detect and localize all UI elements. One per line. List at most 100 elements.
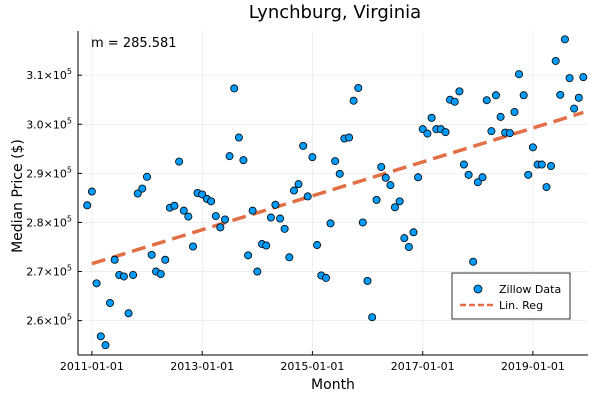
data-point (372, 195, 381, 204)
data-point (189, 242, 198, 251)
data-point (368, 313, 377, 322)
data-point (211, 212, 220, 221)
data-point (253, 267, 262, 276)
data-point (285, 253, 294, 262)
data-point (92, 279, 101, 288)
x-tick-label: 2011-01-01 (60, 360, 124, 373)
slope-annotation: m = 285.581 (91, 36, 177, 51)
data-point (455, 87, 464, 96)
data-point (381, 173, 390, 182)
data-point (105, 298, 114, 307)
data-point (400, 234, 409, 243)
data-point (239, 156, 248, 165)
legend-label-linreg: Lin. Reg (499, 299, 543, 312)
data-point (147, 250, 156, 259)
axes: 2011-01-01 2013-01-01 2015-01-01 2017-01-01… (26, 31, 588, 373)
data-point (478, 173, 487, 182)
y-tick-label: 3.1×105 (26, 67, 72, 82)
data-point (579, 73, 588, 82)
data-point (87, 187, 96, 196)
data-point (556, 90, 565, 99)
data-point (124, 309, 133, 318)
data-point (363, 276, 372, 285)
y-tick-label: 3.0×105 (26, 116, 72, 131)
data-point (303, 192, 312, 201)
data-point (473, 178, 482, 187)
data-point (83, 201, 92, 210)
x-tick-label: 2019-01-01 (501, 360, 565, 373)
data-point (510, 108, 519, 117)
data-point (560, 35, 569, 44)
data-point (565, 74, 574, 83)
data-point (547, 161, 556, 170)
data-point (331, 157, 340, 166)
data-point (528, 143, 537, 152)
data-point (156, 269, 165, 278)
data-point (414, 173, 423, 182)
data-point (142, 172, 151, 181)
scatter-points (83, 35, 588, 350)
data-point (326, 219, 335, 228)
data-point (244, 251, 253, 260)
data-point (487, 127, 496, 136)
data-point (230, 84, 239, 93)
legend: Zillow Data Lin. Reg (451, 272, 571, 320)
data-point (289, 186, 298, 195)
data-point (423, 129, 432, 138)
data-point (537, 160, 546, 169)
data-point (390, 203, 399, 212)
y-tick-label: 2.7×105 (26, 264, 72, 279)
data-point (280, 224, 289, 233)
data-point (574, 93, 583, 102)
data-point (110, 255, 119, 264)
data-point (248, 206, 257, 215)
data-point (96, 332, 105, 341)
data-point (321, 273, 330, 282)
data-point (349, 96, 358, 105)
data-point (276, 214, 285, 223)
data-point (441, 128, 450, 137)
data-point (404, 242, 413, 251)
data-point (524, 170, 533, 179)
data-point (138, 184, 147, 193)
data-point (207, 197, 216, 206)
data-point (179, 206, 188, 215)
data-point (294, 180, 303, 189)
legend-box (451, 272, 571, 320)
data-point (482, 96, 491, 105)
data-point (515, 70, 524, 79)
data-point (542, 183, 551, 192)
data-point (354, 83, 363, 92)
regression-layer (91, 110, 584, 266)
data-point (469, 257, 478, 266)
data-point (519, 91, 528, 100)
data-point (170, 201, 179, 210)
x-axis-label: Month (311, 377, 355, 393)
x-tick-label: 2017-01-01 (391, 360, 455, 373)
data-point (570, 104, 579, 113)
y-tick-label: 2.6×105 (26, 313, 72, 328)
data-point (225, 152, 234, 161)
data-point (386, 181, 395, 190)
data-point (459, 160, 468, 169)
data-point (184, 212, 193, 221)
x-tick-label: 2015-01-01 (280, 360, 344, 373)
data-point (491, 91, 500, 100)
data-point (299, 141, 308, 150)
legend-marker-zillow (473, 284, 483, 294)
data-point (358, 218, 367, 227)
data-point (409, 228, 418, 237)
data-point (551, 56, 560, 65)
data-point (266, 213, 275, 222)
data-point (234, 133, 243, 142)
data-point (262, 241, 271, 250)
chart-title: Lynchburg, Virginia (249, 2, 421, 23)
data-point (133, 189, 142, 198)
data-point (345, 133, 354, 142)
legend-label-zillow: Zillow Data (499, 283, 561, 296)
data-point (221, 215, 230, 224)
data-point (271, 200, 280, 209)
data-point (464, 170, 473, 179)
data-point (496, 112, 505, 121)
